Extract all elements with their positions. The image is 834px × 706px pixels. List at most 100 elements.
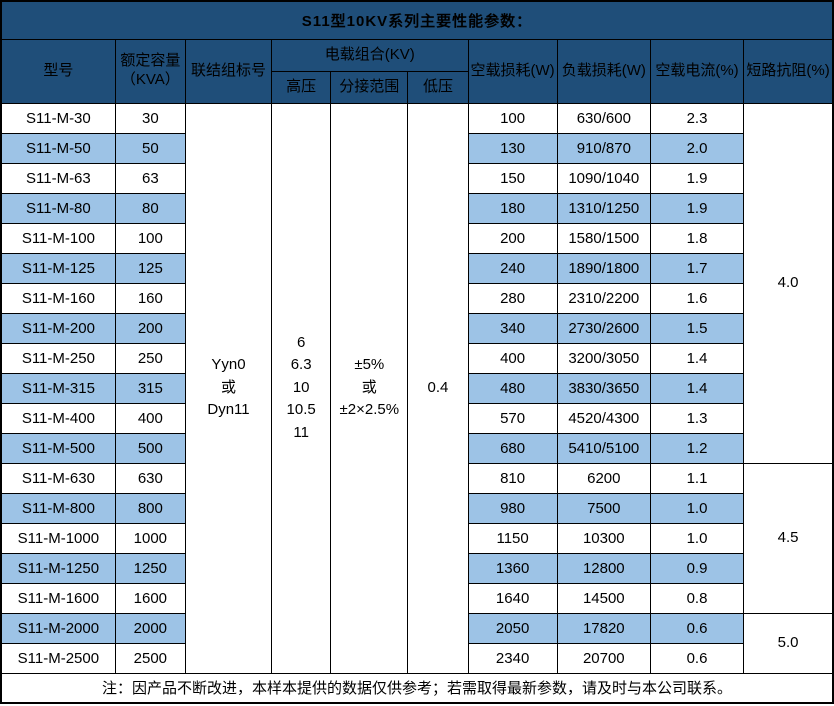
no-load-current-cell: 1.5 xyxy=(649,312,745,344)
load-loss-cell: 10300 xyxy=(556,522,651,554)
load-loss-cell: 4520/4300 xyxy=(556,402,651,434)
impedance-cell: 5.0 xyxy=(743,612,834,674)
col-header-no-load-loss: 空载损耗(W) xyxy=(467,38,558,104)
no-load-loss-cell: 340 xyxy=(467,312,558,344)
no-load-current-cell: 0.9 xyxy=(649,552,745,584)
no-load-loss-cell: 180 xyxy=(467,192,558,224)
no-load-current-cell: 0.6 xyxy=(649,612,745,644)
merged-cell-line: 0.4 xyxy=(427,378,449,396)
hv-cell: 6 6.3 10 10.5 11 xyxy=(271,102,332,674)
col-header-capacity-line1: 额定容量 xyxy=(120,52,181,70)
capacity-cell: 125 xyxy=(114,252,186,284)
load-loss-cell: 14500 xyxy=(556,582,651,614)
capacity-cell: 30 xyxy=(114,102,186,134)
merged-cell-line: 10 xyxy=(292,378,310,396)
no-load-loss-cell: 1360 xyxy=(467,552,558,584)
table-row: S11-M-250 250 400 3200/3050 1.4 xyxy=(0,342,833,374)
data-rows: S11-M-30 30 Yyn0 或 Dyn11 6 6.3 10 10.5 11 ±5% 或 ±2×2… xyxy=(0,102,834,674)
no-load-loss-cell: 240 xyxy=(467,252,558,284)
model-cell: S11-M-1250 xyxy=(0,552,116,584)
model-cell: S11-M-63 xyxy=(0,162,116,194)
table-row: S11-M-2500 2500 2340 20700 0.6 xyxy=(0,642,833,674)
load-loss-cell: 17820 xyxy=(556,612,651,644)
model-cell: S11-M-200 xyxy=(0,312,116,344)
merged-cell-line: ±2×2.5% xyxy=(339,401,400,419)
model-cell: S11-M-630 xyxy=(0,462,116,494)
no-load-current-cell: 1.9 xyxy=(649,192,745,224)
merged-cell-line: 6 xyxy=(296,333,306,351)
impedance-cell: 4.5 xyxy=(743,462,834,614)
table-row: S11-M-1600 1600 1640 14500 0.8 xyxy=(0,582,833,614)
load-loss-cell: 1890/1800 xyxy=(556,252,651,284)
capacity-cell: 1250 xyxy=(114,552,186,584)
no-load-loss-cell: 570 xyxy=(467,402,558,434)
table-row: S11-M-400 400 570 4520/4300 1.3 xyxy=(0,402,833,434)
no-load-loss-cell: 810 xyxy=(467,462,558,494)
load-loss-cell: 20700 xyxy=(556,642,651,674)
connection-cell: Yyn0 或 Dyn11 xyxy=(184,102,273,674)
no-load-current-cell: 1.0 xyxy=(649,492,745,524)
no-load-loss-cell: 2340 xyxy=(467,642,558,674)
no-load-current-cell: 1.9 xyxy=(649,162,745,194)
model-cell: S11-M-2000 xyxy=(0,612,116,644)
col-header-lv: 低压 xyxy=(407,70,469,104)
model-cell: S11-M-1000 xyxy=(0,522,116,554)
no-load-current-cell: 0.6 xyxy=(649,642,745,674)
no-load-loss-cell: 130 xyxy=(467,132,558,164)
capacity-cell: 800 xyxy=(114,492,186,524)
footer-row: 注：因产品不断改进，本样本提供的数据仅供参考；若需取得最新参数，请及时与本公司联… xyxy=(0,672,834,704)
capacity-cell: 250 xyxy=(114,342,186,374)
capacity-cell: 630 xyxy=(114,462,186,494)
no-load-loss-cell: 980 xyxy=(467,492,558,524)
col-header-model: 型号 xyxy=(0,38,116,104)
col-header-load-combo: 电载组合(KV) xyxy=(271,38,469,72)
merged-cell-line: Dyn11 xyxy=(207,401,250,419)
load-loss-cell: 7500 xyxy=(556,492,651,524)
model-cell: S11-M-250 xyxy=(0,342,116,374)
capacity-cell: 100 xyxy=(114,222,186,254)
no-load-current-cell: 1.3 xyxy=(649,402,745,434)
capacity-cell: 50 xyxy=(114,132,186,164)
model-cell: S11-M-315 xyxy=(0,372,116,404)
model-cell: S11-M-30 xyxy=(0,102,116,134)
tap-range-cell: ±5% 或 ±2×2.5% xyxy=(330,102,409,674)
load-loss-cell: 12800 xyxy=(556,552,651,584)
load-loss-cell: 1580/1500 xyxy=(556,222,651,254)
load-loss-cell: 2730/2600 xyxy=(556,312,651,344)
model-cell: S11-M-1600 xyxy=(0,582,116,614)
capacity-cell: 200 xyxy=(114,312,186,344)
load-loss-cell: 6200 xyxy=(556,462,651,494)
no-load-loss-cell: 400 xyxy=(467,342,558,374)
no-load-current-cell: 1.1 xyxy=(649,462,745,494)
capacity-cell: 400 xyxy=(114,402,186,434)
lv-cell: 0.4 xyxy=(407,102,469,674)
col-header-hv: 高压 xyxy=(271,70,332,104)
table-row: S11-M-63 63 150 1090/1040 1.9 xyxy=(0,162,833,194)
capacity-cell: 2000 xyxy=(114,612,186,644)
no-load-current-cell: 1.7 xyxy=(649,252,745,284)
capacity-cell: 500 xyxy=(114,432,186,464)
col-header-load-loss: 负载损耗(W) xyxy=(556,38,651,104)
model-cell: S11-M-2500 xyxy=(0,642,116,674)
no-load-loss-cell: 150 xyxy=(467,162,558,194)
page-title: S11型10KV系列主要性能参数： xyxy=(0,0,834,40)
table-header: S11型10KV系列主要性能参数： 型号 额定容量 （KVA） 联结组标号 电载… xyxy=(0,0,834,104)
table-row: S11-M-80 80 180 1310/1250 1.9 xyxy=(0,192,833,224)
table-row: S11-M-30 30 Yyn0 或 Dyn11 6 6.3 10 10.5 11 ±5% 或 ±2×2… xyxy=(0,102,834,674)
no-load-current-cell: 2.0 xyxy=(649,132,745,164)
model-cell: S11-M-125 xyxy=(0,252,116,284)
no-load-loss-cell: 680 xyxy=(467,432,558,464)
table-row: S11-M-800 800 980 7500 1.0 xyxy=(0,492,833,524)
model-cell: S11-M-50 xyxy=(0,132,116,164)
table-row: S11-M-2000 2000 2050 17820 0.6 5.0 xyxy=(0,612,834,674)
no-load-loss-cell: 480 xyxy=(467,372,558,404)
table-row: S11-M-500 500 680 5410/5100 1.2 xyxy=(0,432,833,464)
capacity-cell: 160 xyxy=(114,282,186,314)
no-load-loss-cell: 1150 xyxy=(467,522,558,554)
capacity-cell: 1600 xyxy=(114,582,186,614)
load-loss-cell: 3830/3650 xyxy=(556,372,651,404)
no-load-loss-cell: 1640 xyxy=(467,582,558,614)
load-loss-cell: 630/600 xyxy=(556,102,651,134)
merged-cell-line: 或 xyxy=(220,378,236,396)
model-cell: S11-M-800 xyxy=(0,492,116,524)
